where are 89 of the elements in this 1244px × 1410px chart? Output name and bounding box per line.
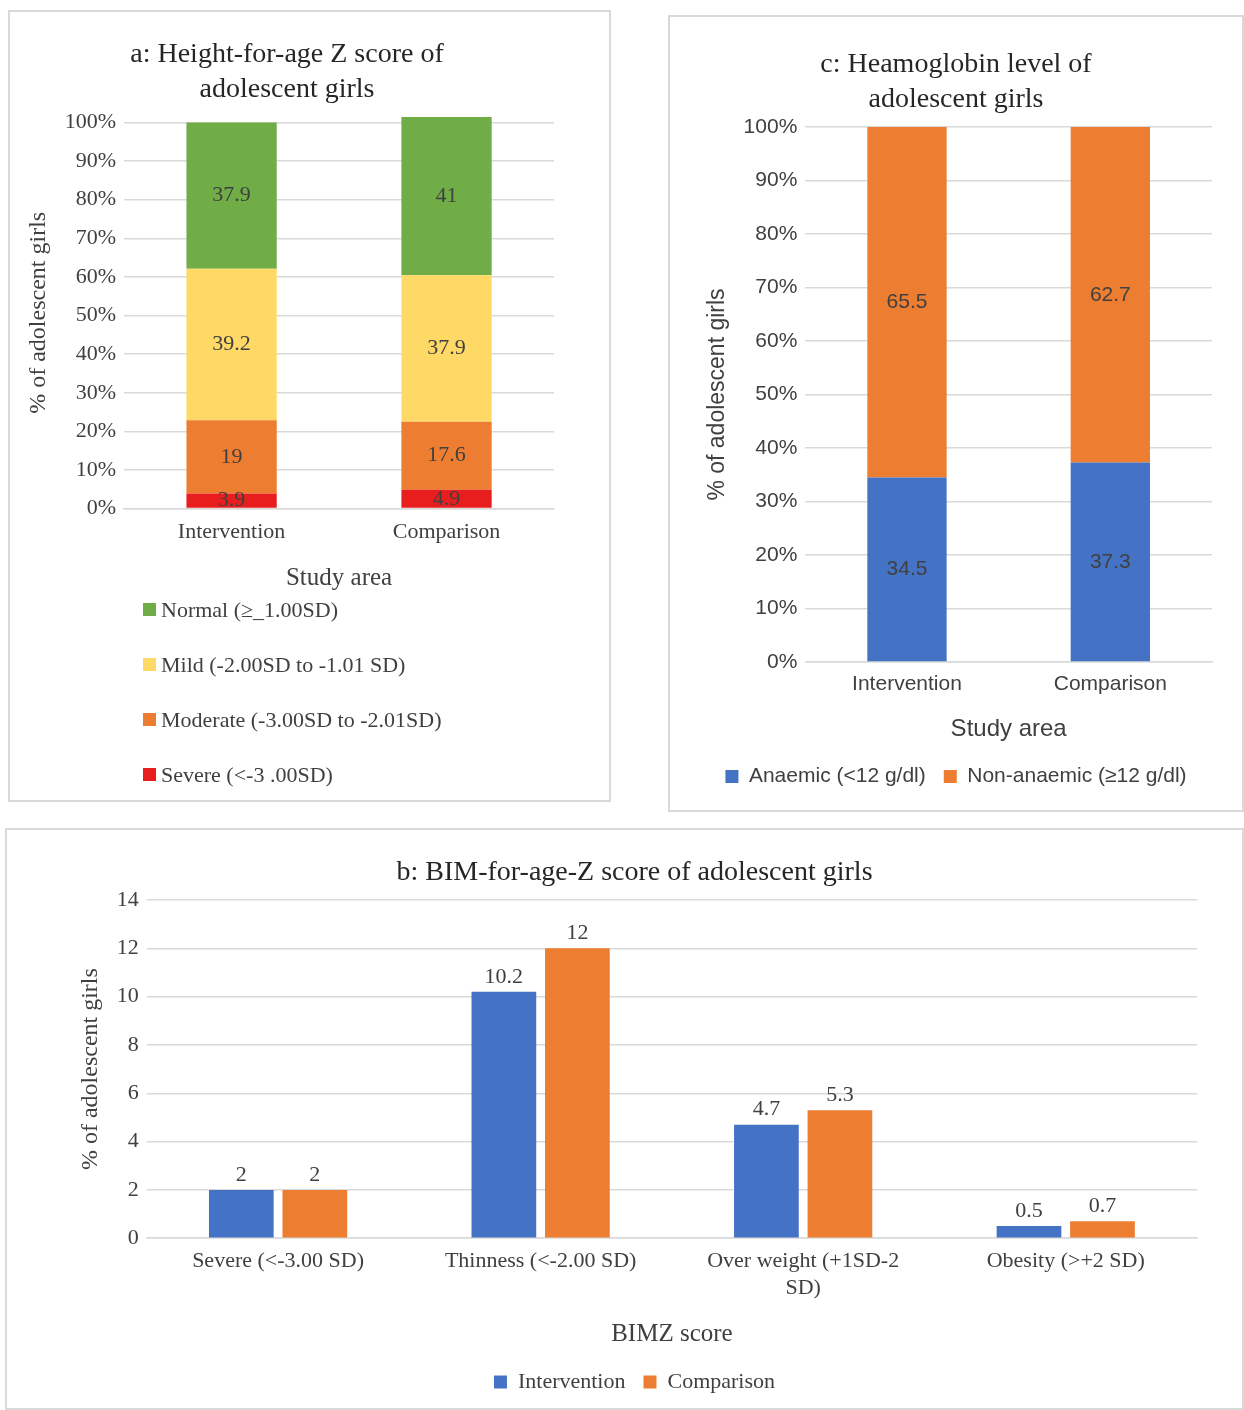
y-tick-label: 14	[116, 885, 139, 911]
y-tick-label: 80%	[75, 185, 117, 211]
bar	[186, 420, 277, 494]
legend-label: Severe (<-3 .00SD)	[161, 761, 333, 788]
y-tick-label: 80%	[755, 220, 798, 244]
data-label: 3.9	[217, 486, 246, 512]
data-label: 19	[220, 442, 243, 468]
y-tick-label: 90%	[755, 167, 798, 191]
data-label: 39.2	[212, 330, 251, 356]
y-tick-label: 8	[127, 1030, 139, 1056]
chart-title: a: Height-for-age Z score of adolescent girls	[130, 36, 445, 103]
x-axis-title: Study area	[950, 714, 1068, 742]
legend-label: Comparison	[667, 1367, 776, 1393]
y-tick-label: 90%	[75, 146, 117, 172]
y-tick-label: 2	[127, 1175, 139, 1201]
y-tick-label: 40%	[75, 339, 117, 365]
data-label: 41	[435, 181, 458, 207]
y-tick-label: 70%	[75, 224, 117, 250]
y-tick-label: 20%	[75, 417, 117, 443]
data-label: 37.3	[1089, 548, 1131, 572]
bar	[996, 1226, 1062, 1238]
bar	[401, 275, 492, 422]
bar	[545, 948, 610, 1238]
y-tick-label: 0	[127, 1223, 139, 1249]
chart-title: c: Heamoglobin level of adolescent girls	[820, 46, 1093, 113]
data-label: 37.9	[212, 181, 251, 207]
legend-label: Intervention	[517, 1367, 626, 1393]
x-tick-label: Thinness (<-2.00 SD)	[444, 1247, 637, 1273]
data-label: 37.9	[427, 334, 466, 360]
y-tick-label: 10%	[755, 595, 798, 619]
bar	[1070, 1221, 1135, 1238]
data-label: 65.5	[886, 289, 928, 313]
y-tick-label: 30%	[75, 378, 117, 404]
y-axis-title: % of adolescent girls	[75, 968, 102, 1171]
legend-label: Mild (-2.00SD to -1.01 SD)	[161, 651, 406, 678]
y-tick-label: 12	[116, 934, 139, 960]
y-tick-label: 6	[127, 1079, 139, 1105]
x-tick-label: Severe (<-3.00 SD)	[192, 1247, 365, 1273]
x-tick-label: Obesity (>+2 SD)	[986, 1247, 1145, 1273]
legend-label: Non-anaemic (≥12 g/dl)	[967, 763, 1187, 787]
y-tick-label: 20%	[755, 541, 798, 565]
legend-label: Anaemic (<12 g/dl)	[748, 763, 926, 787]
y-tick-label: 50%	[755, 381, 798, 405]
data-label: 4.9	[432, 484, 461, 510]
bar	[867, 477, 947, 662]
y-tick-label: 60%	[75, 262, 117, 288]
y-axis-title: % of adolescent girls	[703, 288, 730, 501]
y-tick-label: 4	[127, 1127, 139, 1153]
bar	[186, 122, 277, 269]
x-axis-title: Study area	[285, 562, 393, 590]
y-tick-label: 60%	[755, 327, 798, 351]
bar	[734, 1124, 799, 1238]
legend-label: Moderate (-3.00SD to -2.01SD)	[161, 706, 442, 733]
data-label: 4.7	[752, 1095, 781, 1121]
bar	[807, 1110, 873, 1238]
y-tick-label: 70%	[755, 274, 798, 298]
bar	[186, 268, 277, 421]
bar	[1070, 127, 1150, 463]
y-tick-label: 0%	[766, 648, 798, 672]
bar	[867, 127, 947, 478]
y-tick-label: 10%	[75, 455, 117, 481]
data-label: 0.5	[1015, 1196, 1043, 1222]
data-label: 5.3	[826, 1080, 854, 1106]
legend-label: Normal (≥_1.00SD)	[161, 596, 339, 623]
bar	[282, 1189, 348, 1238]
bar	[471, 991, 537, 1238]
y-tick-label: 30%	[755, 488, 798, 512]
data-label: 62.7	[1089, 281, 1131, 305]
y-axis-title: % of adolescent girls	[23, 211, 50, 414]
data-label: 0.7	[1088, 1192, 1117, 1218]
y-tick-label: 50%	[75, 301, 117, 327]
chart-title: b: BIM-for-age-Z score of adolescent girls	[396, 854, 873, 886]
data-label: 10.2	[484, 962, 524, 988]
y-tick-label: 10	[116, 982, 139, 1008]
x-tick-label: Over weight (+1SD-2 SD)	[707, 1247, 900, 1299]
x-axis-title: BIMZ score	[611, 1318, 733, 1346]
data-label: 34.5	[886, 556, 928, 580]
bar	[208, 1189, 274, 1238]
bar	[401, 117, 492, 276]
bar	[401, 421, 492, 490]
data-label: 17.6	[427, 441, 466, 467]
data-label: 2	[235, 1160, 247, 1186]
data-label: 12	[566, 919, 589, 945]
y-tick-label: 100%	[64, 108, 117, 134]
bar	[1070, 462, 1150, 662]
data-label: 2	[309, 1160, 321, 1186]
y-tick-label: 40%	[755, 434, 798, 458]
y-tick-label: 0%	[86, 494, 117, 520]
y-tick-label: 100%	[743, 113, 798, 137]
